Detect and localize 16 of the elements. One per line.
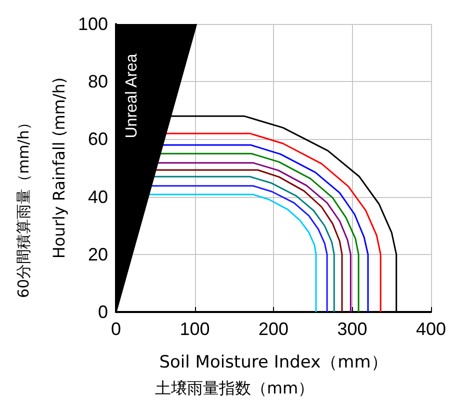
x-tick-label: 300 — [337, 319, 368, 339]
x-axis-title: Soil Moisture Index（mm） — [159, 352, 388, 372]
x-tick-label: 200 — [258, 319, 289, 339]
x-tick-label: 400 — [416, 319, 446, 339]
y-axis-title: Hourly Rainfall (mm/h) — [50, 77, 69, 259]
y-tick-label: 40 — [88, 186, 108, 207]
y-tick-label: 100 — [78, 14, 108, 34]
x-tick-label: 100 — [180, 319, 210, 339]
x-tick-label: 0 — [110, 319, 122, 339]
y-tick-label: 0 — [98, 302, 108, 322]
series-label: Unreal Area — [124, 54, 141, 138]
y-tick-label: 20 — [88, 244, 108, 264]
y-tick-label: 60 — [88, 129, 108, 150]
text: 土壌雨量指数（mm） — [154, 378, 314, 398]
text: 60分間積算雨量（mm/h） — [14, 115, 32, 298]
y-tick-label: 80 — [88, 72, 108, 92]
